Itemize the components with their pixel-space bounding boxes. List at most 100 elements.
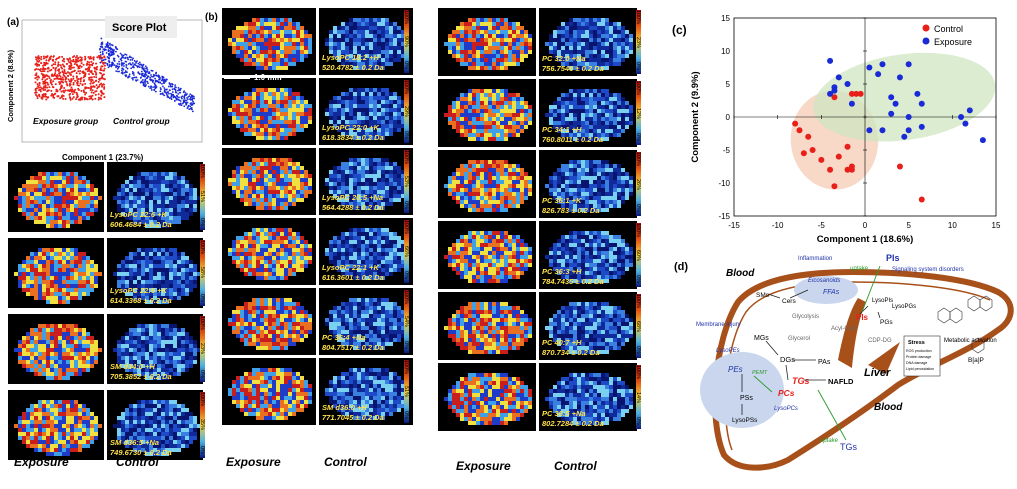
score-point-control (47, 97, 49, 99)
score-point-exposure (127, 68, 129, 70)
point-exposure (879, 127, 885, 133)
colorbar: 100%54%0% (404, 288, 426, 355)
score-point-exposure (163, 79, 165, 81)
score-point-exposure (160, 93, 162, 95)
score-point-control (95, 63, 97, 65)
score-point-exposure (108, 50, 110, 52)
score-point-control (36, 60, 38, 62)
score-point-exposure (141, 71, 143, 73)
colorbar-pct: 54% (403, 316, 409, 327)
colorbar: 100%60%0% (636, 221, 658, 289)
score-point-control (69, 90, 71, 92)
score-point-control (47, 84, 49, 86)
score-point-exposure (190, 103, 192, 105)
score-point-control (79, 73, 81, 75)
score-point-exposure (130, 59, 132, 61)
score-point-control (68, 94, 70, 96)
pis-mid-label: PIs (856, 313, 869, 322)
score-point-exposure (174, 84, 176, 86)
score-point-control (85, 87, 87, 89)
colorbar-pct: 35% (199, 419, 205, 430)
colorbar-pct: 68% (635, 321, 641, 332)
lysopgs-label: LysoPGs (892, 304, 916, 310)
point-exposure (897, 74, 903, 80)
score-point-control (98, 97, 100, 99)
point-control (897, 164, 903, 170)
score-point-exposure (143, 83, 145, 85)
score-point-exposure (121, 56, 123, 58)
point-exposure (831, 84, 837, 90)
stress-title: Stress (908, 340, 925, 346)
stress-line: DNA damage (906, 361, 927, 365)
score-point-control (38, 57, 40, 59)
colorbar-max: 100% (403, 220, 409, 234)
ion-image-exposure (222, 148, 316, 220)
score-point-control (54, 68, 56, 70)
score-point-control (61, 87, 63, 89)
inflammation-label: Inflammation (798, 256, 832, 262)
score-point-control (67, 75, 69, 77)
score-point-exposure (180, 103, 182, 105)
colorbar-min: 0% (403, 341, 409, 349)
score-point-exposure (109, 44, 111, 46)
score-point-control (72, 76, 74, 78)
score-point-exposure (129, 56, 131, 58)
score-point-exposure (134, 60, 136, 62)
score-point-control (52, 80, 54, 82)
score-point-control (44, 83, 46, 85)
score-point-control (57, 69, 59, 71)
uptake-bottom-label: uptake (820, 438, 839, 444)
score-point-control (81, 58, 83, 60)
score-point-control (96, 87, 98, 89)
score-point-exposure (183, 91, 185, 93)
score-point-control (83, 76, 85, 78)
ion-label-mz: 804.7517 ± 0.2 Da (322, 343, 384, 352)
x-tick-label: 0 (863, 221, 868, 230)
score-point-exposure (109, 65, 111, 67)
ion-label-name: PC 40:7 +H (542, 338, 581, 347)
score-point-exposure (173, 97, 175, 99)
ion-image-exposure (8, 390, 104, 465)
colorbar: 100%14%0% (636, 363, 658, 431)
score-point-control (101, 61, 103, 63)
colorbar-pct: 66% (403, 246, 409, 257)
score-point-control (53, 55, 55, 57)
eicosanoids-label: Eicosanoids (808, 278, 840, 284)
score-plot-xlabel: Component 1 (23.7%) (62, 153, 144, 162)
ion-label-name: PC 34:1 +H (542, 125, 581, 134)
ion-label-mz: 606.4684 ± 0.2 Da (110, 220, 172, 229)
score-point-control (35, 88, 37, 90)
colorbar-pct: 23% (199, 343, 205, 354)
score-point-control (61, 84, 63, 86)
score-point-exposure (132, 77, 134, 79)
score-point-control (76, 75, 78, 77)
score-point-control (46, 78, 48, 80)
score-point-control (98, 78, 100, 80)
score-point-control (63, 87, 65, 89)
ion-label-name: PC 36:5 +Na (542, 409, 586, 418)
x-tick-label: -15 (728, 221, 740, 230)
score-point-control (72, 93, 74, 95)
ion-label-mz: 618.3834 ± 0.2 Da (322, 133, 384, 142)
score-point-control (95, 94, 97, 96)
stress-line: Protein damage (906, 355, 931, 359)
score-point-control (67, 71, 69, 73)
colorbar: 100%53%0% (404, 148, 426, 215)
score-point-exposure (143, 69, 145, 71)
ion-label-name: SM d36:5 +Na (110, 438, 159, 447)
score-point-exposure (110, 51, 112, 53)
score-point-exposure (137, 79, 139, 81)
col-control-left: Control (116, 455, 159, 469)
colorbar-min: 0% (403, 411, 409, 419)
score-point-control (43, 74, 45, 76)
score-point-exposure (144, 79, 146, 81)
score-point-exposure (155, 87, 157, 89)
scale-bar-label: 1.0 mm (254, 73, 282, 82)
score-point-control (98, 99, 100, 101)
score-point-exposure (159, 79, 161, 81)
point-control (849, 91, 855, 97)
stress-line: Lipid peroxidation (906, 367, 934, 371)
score-point-control (57, 61, 59, 63)
score-point-exposure (175, 96, 177, 98)
colorbar-pct: 58% (199, 267, 205, 278)
